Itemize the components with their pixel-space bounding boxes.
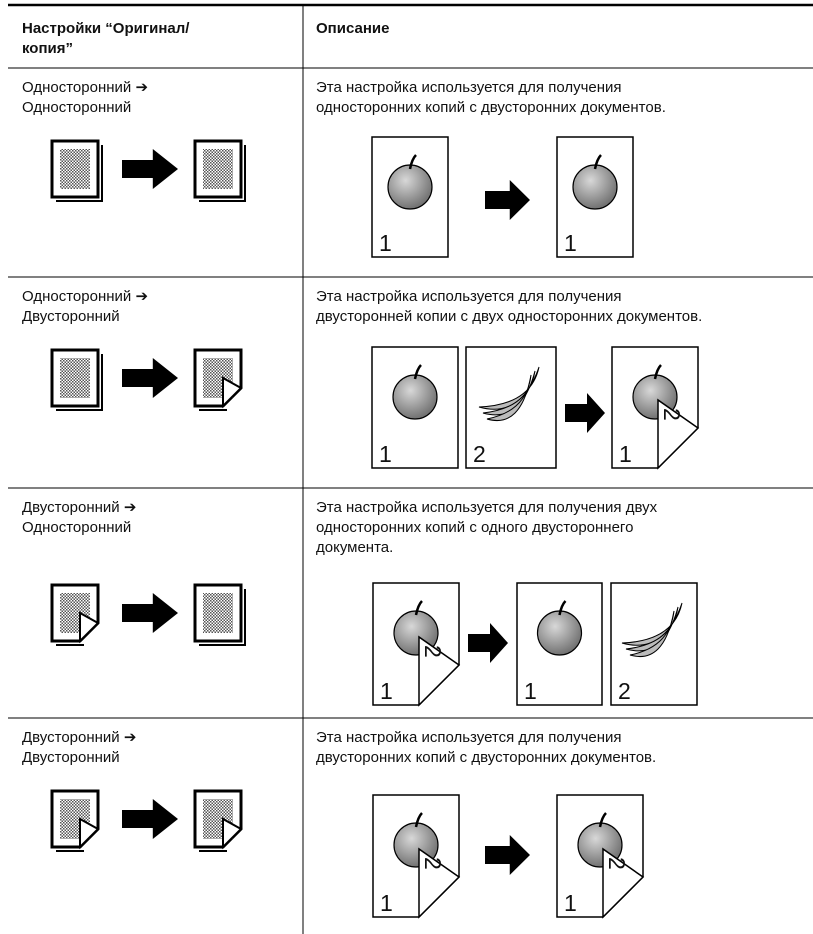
apple [387,164,433,210]
page-number: 2 [473,441,486,467]
apple-stem [413,364,422,380]
description: Эта настройка используется для получения [316,729,622,746]
icon-arrow [122,799,178,839]
page-number: 1 [380,890,393,916]
setting-label: Двусторонний ➔ [22,729,136,746]
apple [392,374,438,420]
page-back-number: 2 [659,408,685,421]
icon-shading [203,149,233,189]
icon-fold [222,376,243,409]
setting-label: Двусторонний [22,308,120,325]
page-fold [418,635,461,707]
icon-arrow [122,358,178,398]
apple-stem [598,812,607,828]
setting-label: Односторонний ➔ [22,79,148,96]
page-fold [657,398,700,470]
flow-arrow [468,623,508,663]
description: Эта настройка используется для получения [316,288,622,305]
page-number: 1 [379,441,392,467]
icon-arrow [122,593,178,633]
header-cell: Настройки “Оригинал/ [22,20,190,37]
description: двусторонних копий с двусторонних докуме… [316,749,656,766]
apple [572,164,618,210]
page-number: 1 [564,230,577,256]
setting-label: Односторонний ➔ [22,288,148,305]
icon-arrow [122,149,178,189]
flow-arrow [485,180,530,220]
page-number: 1 [564,890,577,916]
icon-shading [60,358,90,398]
description: односторонних копий с двусторонних докум… [316,99,666,116]
apple-stem [414,600,423,616]
description: Эта настройка используется для получения… [316,499,658,516]
page-number: 1 [619,441,632,467]
apple-stem [653,364,662,380]
page-number: 1 [380,678,393,704]
setting-label: Односторонний [22,99,131,116]
apple-stem [593,154,602,170]
icon-shadow [56,145,103,202]
page-fold [418,847,461,919]
page-fold [602,847,645,919]
banana [486,374,532,421]
banana [621,602,683,646]
page-number: 1 [379,230,392,256]
banana [478,366,540,410]
banana [629,610,675,657]
apple-stem [408,154,417,170]
page-number: 1 [524,678,537,704]
apple-stem [558,600,567,616]
description: документа. [316,539,393,556]
flow-arrow [565,393,605,433]
page-number: 2 [618,678,631,704]
icon-fold [79,611,100,644]
icon-shadow [199,589,246,646]
icon-fold [79,817,100,850]
icon-shading [203,593,233,633]
description: Эта настройка используется для получения [316,79,622,96]
apple-stem [414,812,423,828]
setting-label: Двусторонний ➔ [22,499,136,516]
header-cell: копия” [22,40,73,57]
page-back-number: 2 [604,857,630,870]
setting-label: Двусторонний [22,749,120,766]
apple [536,610,583,656]
icon-shadow [56,354,103,411]
header-cell: Описание [316,20,389,37]
flow-arrow [485,835,530,875]
icon-shading [60,149,90,189]
description: двусторонней копии с двух односторонних … [316,308,702,325]
icon-shadow [199,145,246,202]
page-back-number: 2 [420,645,446,658]
setting-label: Односторонний [22,519,131,536]
page-back-number: 2 [420,857,446,870]
description: односторонних копий с одного двусторонне… [316,519,633,536]
icon-fold [222,817,243,850]
